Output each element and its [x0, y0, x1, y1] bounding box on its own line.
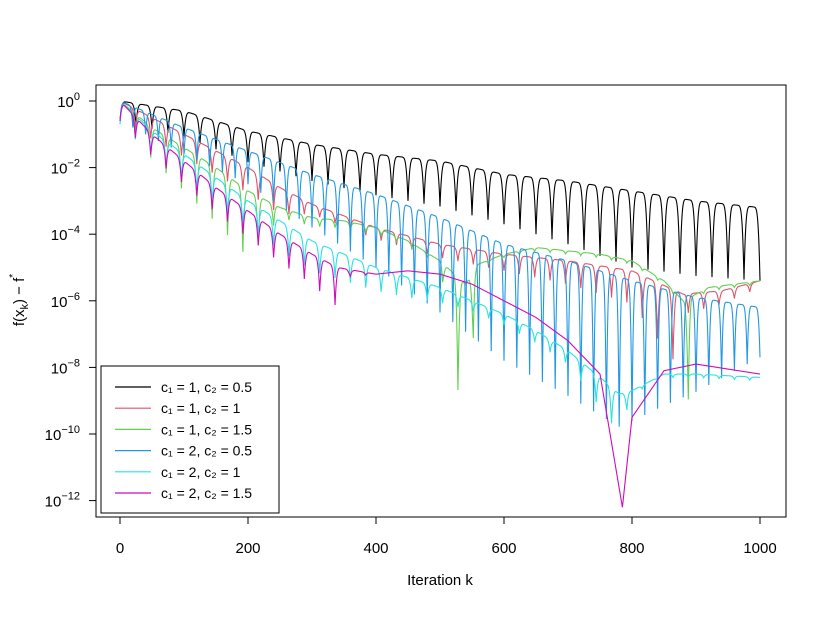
y-tick-label: 10−8: [51, 357, 80, 377]
x-axis: 0 200 400 600 800 1000: [116, 516, 777, 557]
x-tick-label: 600: [491, 540, 516, 557]
y-axis-label: f(xk) − f*: [8, 274, 31, 326]
y-tick-label: 10−12: [45, 491, 80, 511]
legend-label: c₁ = 2, c₂ = 1: [161, 464, 241, 480]
series-line-2: [119, 102, 761, 360]
y-tick-label: 10−6: [51, 291, 80, 311]
x-tick-label: 200: [235, 540, 260, 557]
legend-label: c₁ = 2, c₂ = 1.5: [161, 485, 252, 501]
y-axis: 100 10−2 10−4 10−6 10−8 10−10 10−12: [45, 91, 97, 511]
y-tick-label: 10−4: [51, 224, 80, 244]
legend-label: c₁ = 1, c₂ = 1: [161, 400, 241, 416]
legend-label: c₁ = 1, c₂ = 0.5: [161, 379, 252, 395]
legend-box: [100, 365, 280, 514]
plot-lines: [119, 101, 761, 508]
y-tick-label: 10−10: [45, 424, 80, 444]
series-line-5: [119, 104, 761, 424]
series-line-1: [119, 101, 761, 281]
legend-label: c₁ = 2, c₂ = 0.5: [161, 443, 252, 459]
series-line-6: [119, 104, 761, 508]
x-tick-label: 0: [116, 540, 124, 557]
y-tick-label: 100: [57, 91, 80, 111]
legend: c₁ = 1, c₂ = 0.5 c₁ = 1, c₂ = 1 c₁ = 1, c₂…: [100, 365, 280, 514]
svg-text:f(xk) − f*: f(xk) − f*: [8, 274, 31, 326]
x-tick-label: 1000: [743, 540, 776, 557]
legend-label: c₁ = 1, c₂ = 1.5: [161, 421, 252, 437]
x-tick-label: 800: [619, 540, 644, 557]
x-tick-label: 400: [363, 540, 388, 557]
series-line-4: [119, 102, 761, 427]
y-tick-label: 10−2: [51, 158, 80, 178]
x-axis-label: Iteration k: [407, 572, 473, 589]
